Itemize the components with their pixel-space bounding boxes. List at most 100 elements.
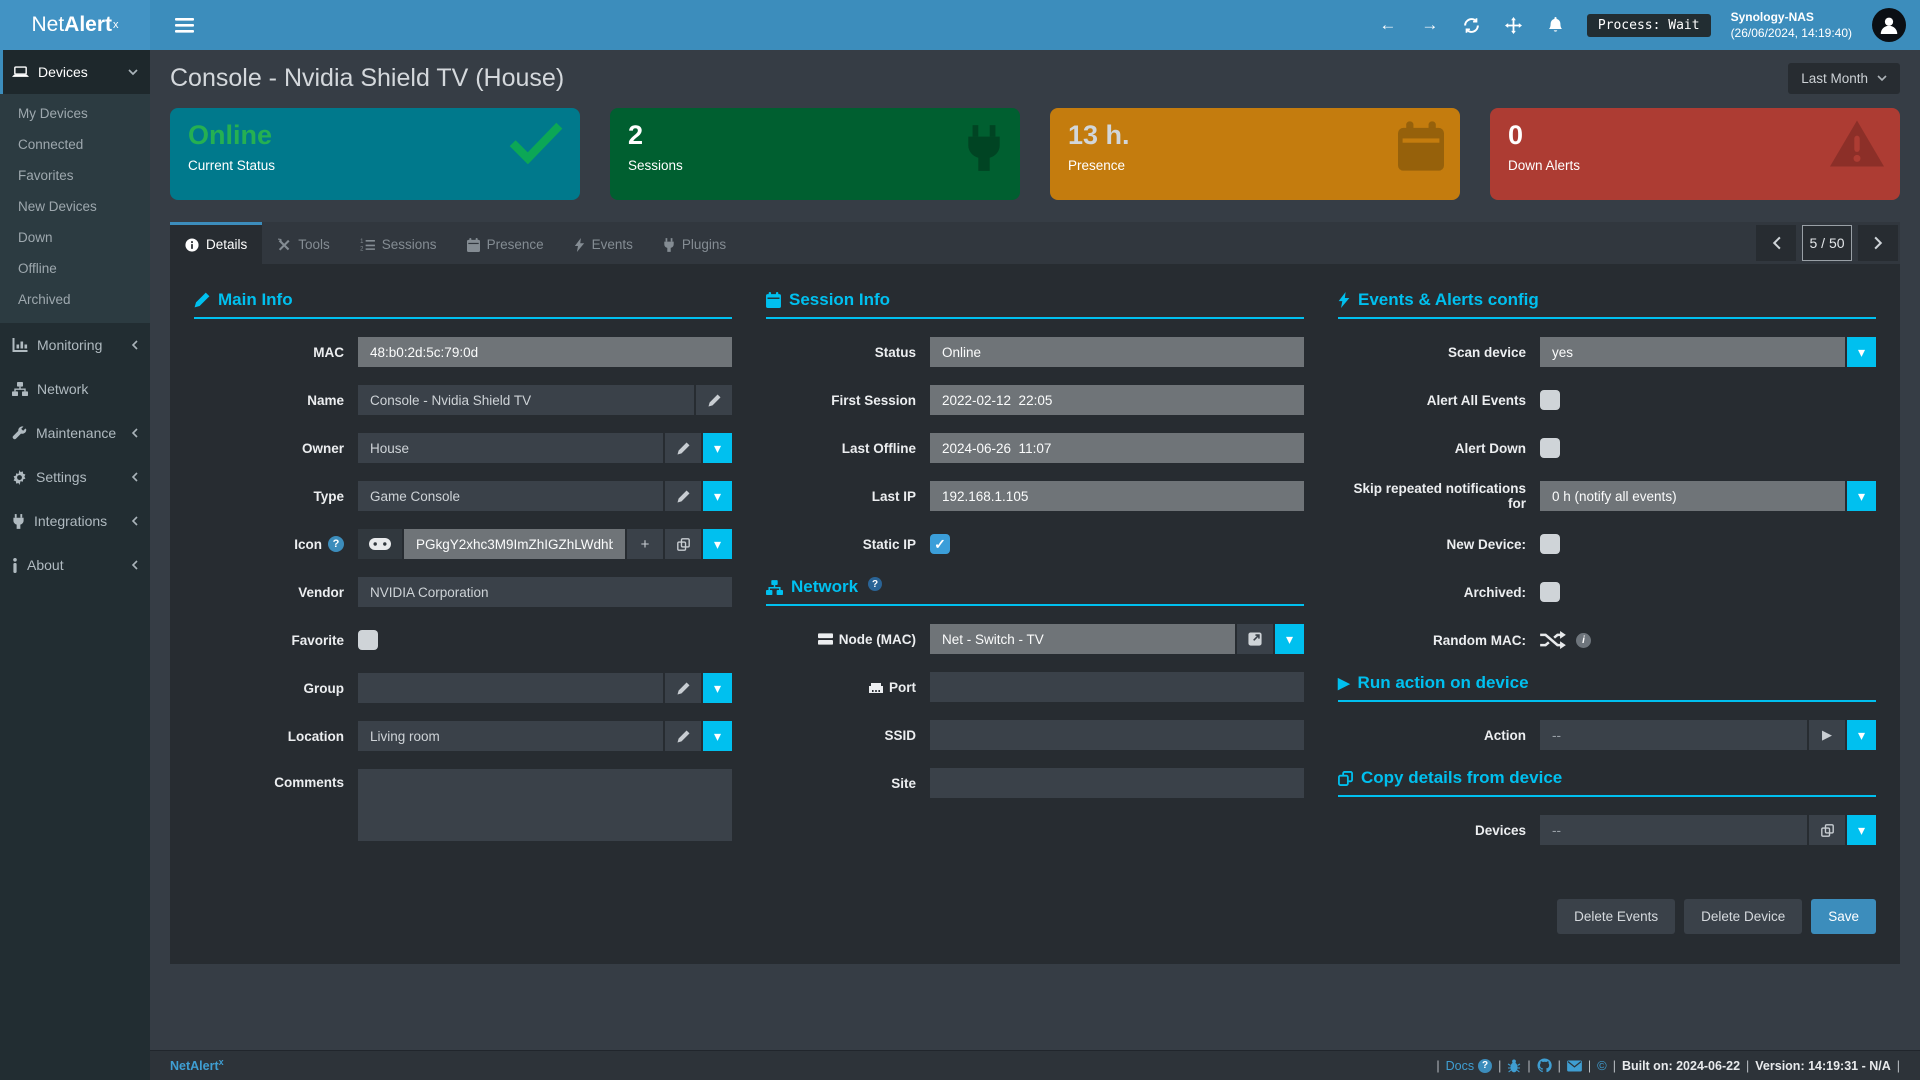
sidebar-item-maintenance[interactable]: Maintenance [0, 411, 150, 455]
nav-forward-button[interactable]: → [1419, 10, 1441, 40]
edit-owner-button[interactable] [663, 433, 701, 463]
period-selector[interactable]: Last Month [1788, 63, 1900, 94]
skip-notifications-dropdown-button[interactable]: ▾ [1845, 481, 1876, 511]
scan-device-select[interactable] [1540, 337, 1845, 367]
skip-notifications-select[interactable] [1540, 481, 1845, 511]
nav-back-button[interactable]: ← [1377, 10, 1399, 40]
help-icon[interactable]: ? [328, 536, 344, 552]
ssid-input[interactable] [930, 720, 1304, 750]
type-input[interactable] [358, 481, 663, 511]
status-input[interactable] [930, 337, 1304, 367]
sidebar-item-network[interactable]: Network [0, 367, 150, 411]
copy-icon-button[interactable] [663, 529, 701, 559]
tab-details[interactable]: Details [170, 222, 263, 264]
group-dropdown-button[interactable]: ▾ [701, 673, 732, 703]
delete-events-button[interactable]: Delete Events [1557, 899, 1676, 934]
github-link[interactable] [1537, 1058, 1552, 1073]
location-input[interactable] [358, 721, 663, 751]
edit-type-button[interactable] [663, 481, 701, 511]
copy-from-device-button[interactable] [1807, 815, 1845, 845]
icon-dropdown-button[interactable]: ▾ [701, 529, 732, 559]
sidebar-item-devices[interactable]: Devices [0, 50, 150, 94]
tab-label: Events [591, 237, 633, 252]
user-avatar[interactable] [1872, 8, 1906, 42]
sidebar-item-monitoring[interactable]: Monitoring [0, 323, 150, 367]
action-dropdown-button[interactable]: ▾ [1845, 720, 1876, 750]
edit-name-button[interactable] [694, 385, 732, 415]
group-input[interactable] [358, 673, 663, 703]
current-status-card[interactable]: Online Current Status [170, 108, 580, 200]
tab-plugins[interactable]: Plugins [648, 222, 741, 264]
site-input[interactable] [930, 768, 1304, 798]
sitemap-icon [12, 382, 28, 396]
sidebar-item-down[interactable]: Down [18, 230, 53, 245]
sidebar-item-offline[interactable]: Offline [18, 261, 57, 276]
sessions-card[interactable]: 2 Sessions [610, 108, 1020, 200]
sidebar-item-archived[interactable]: Archived [18, 292, 71, 307]
info-icon[interactable]: i [1576, 632, 1591, 648]
license-link[interactable]: © [1597, 1058, 1607, 1073]
name-input[interactable] [358, 385, 694, 415]
tab-tools[interactable]: Tools [262, 222, 345, 264]
app-logo[interactable]: Net Alert x [0, 0, 150, 50]
add-icon-button[interactable]: + [625, 529, 663, 559]
copy-devices-dropdown-button[interactable]: ▾ [1845, 815, 1876, 845]
alert-all-events-checkbox[interactable] [1540, 390, 1560, 410]
owner-input[interactable] [358, 433, 663, 463]
help-icon[interactable]: ? [868, 577, 883, 591]
move-button[interactable] [1503, 10, 1525, 40]
docs-link[interactable]: Docs ? [1446, 1058, 1493, 1073]
owner-dropdown-button[interactable]: ▾ [701, 433, 732, 463]
sidebar-item-integrations[interactable]: Integrations [0, 499, 150, 543]
favorite-checkbox[interactable] [358, 630, 378, 650]
alert-down-checkbox[interactable] [1540, 438, 1560, 458]
copy-devices-select[interactable] [1540, 815, 1807, 845]
action-label: Action [1484, 727, 1526, 743]
archived-checkbox[interactable] [1540, 582, 1560, 602]
open-node-button[interactable] [1235, 624, 1273, 654]
sidebar-item-new-devices[interactable]: New Devices [18, 199, 97, 214]
email-link[interactable] [1566, 1059, 1582, 1072]
last-offline-input[interactable] [930, 433, 1304, 463]
type-dropdown-button[interactable]: ▾ [701, 481, 732, 511]
last-ip-input[interactable] [930, 481, 1304, 511]
down-alerts-card[interactable]: 0 Down Alerts [1490, 108, 1900, 200]
sidebar-toggle-button[interactable] [164, 0, 204, 50]
footer-brand[interactable]: NetAlertx [170, 1057, 224, 1074]
static-ip-checkbox[interactable]: ✓ [930, 534, 950, 554]
tab-events[interactable]: Events [559, 222, 648, 264]
location-dropdown-button[interactable]: ▾ [701, 721, 732, 751]
action-select[interactable] [1540, 720, 1807, 750]
vendor-input[interactable] [358, 577, 732, 607]
first-session-input[interactable] [930, 385, 1304, 415]
comments-textarea[interactable] [358, 769, 732, 841]
chevron-down-icon [128, 68, 138, 75]
scan-device-dropdown-button[interactable]: ▾ [1845, 337, 1876, 367]
sidebar-item-settings[interactable]: Settings [0, 455, 150, 499]
edit-location-button[interactable] [663, 721, 701, 751]
sidebar-item-connected[interactable]: Connected [18, 137, 84, 152]
tab-label: Details [206, 237, 248, 252]
icon-base64-input[interactable] [404, 529, 625, 559]
node-mac-input[interactable] [930, 624, 1235, 654]
report-bug-link[interactable] [1507, 1059, 1521, 1073]
presence-card[interactable]: 13 h. Presence [1050, 108, 1460, 200]
sidebar-item-favorites[interactable]: Favorites [18, 168, 74, 183]
node-dropdown-button[interactable]: ▾ [1273, 624, 1304, 654]
edit-group-button[interactable] [663, 673, 701, 703]
save-button[interactable]: Save [1811, 899, 1876, 934]
refresh-button[interactable] [1461, 10, 1483, 40]
port-input[interactable] [930, 672, 1304, 702]
mac-input[interactable] [358, 337, 732, 367]
sidebar-item-my-devices[interactable]: My Devices [18, 106, 88, 121]
delete-device-button[interactable]: Delete Device [1684, 899, 1803, 934]
sidebar-item-about[interactable]: About [0, 543, 150, 587]
notifications-button[interactable] [1545, 10, 1567, 40]
next-device-button[interactable] [1858, 225, 1898, 261]
new-device-checkbox[interactable] [1540, 534, 1560, 554]
run-action-button[interactable]: ▶ [1807, 720, 1845, 750]
tab-presence[interactable]: Presence [452, 222, 559, 264]
status-value: Online [188, 120, 273, 150]
previous-device-button[interactable] [1756, 225, 1796, 261]
